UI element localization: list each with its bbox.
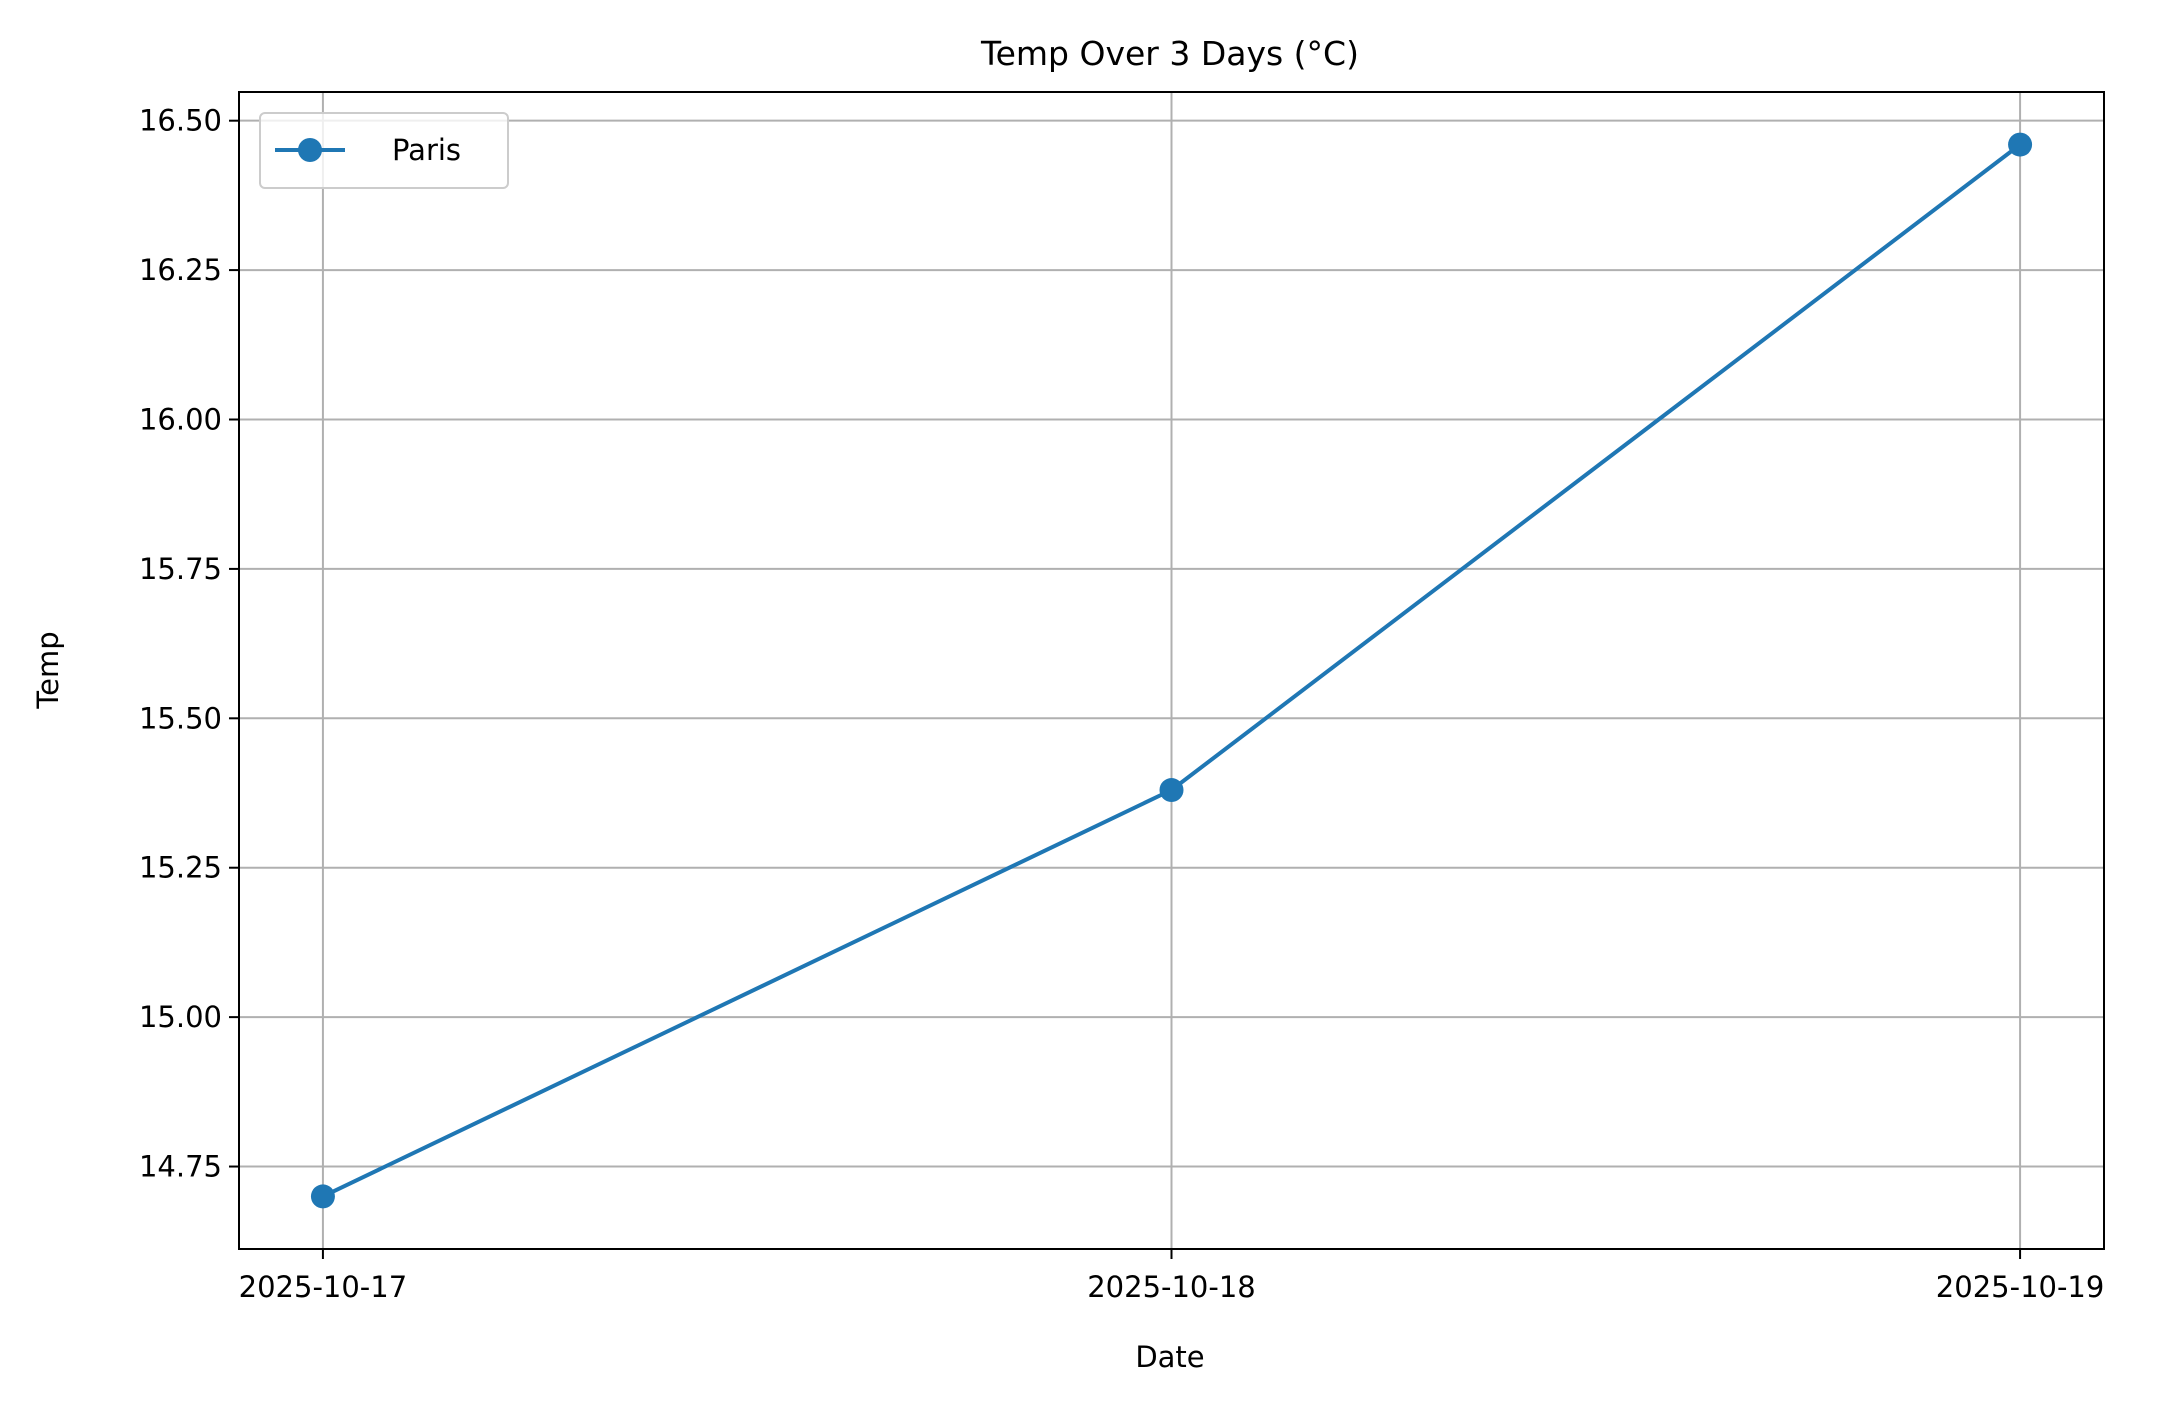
legend-marker [298,138,322,162]
y-tick-label: 16.00 [139,402,222,436]
legend-label: Paris [392,133,461,167]
legend-box [259,112,509,189]
grid [239,92,2104,1249]
x-axis: 2025-10-17 2025-10-18 2025-10-19 [239,1249,2105,1304]
y-tick-label: 16.50 [139,104,222,138]
x-tick-label: 2025-10-17 [239,1270,408,1304]
y-tick-label: 15.75 [139,552,222,586]
y-tick-label: 15.00 [139,1000,222,1034]
data-point [310,1184,335,1209]
y-axis-label: Temp [31,631,65,709]
y-axis: 14.75 15.00 15.25 15.50 15.75 16.00 16.25 16.50 [139,104,239,1184]
data-point [2008,132,2033,157]
y-tick-label: 16.25 [139,253,222,287]
y-tick-label: 15.50 [139,701,222,735]
chart-title: Temp Over 3 Days (°C) [980,34,1359,73]
legend: Paris [259,112,509,189]
x-tick-label: 2025-10-19 [1936,1270,2105,1304]
series-layer [310,132,2033,1209]
x-tick-label: 2025-10-18 [1087,1270,1256,1304]
y-tick-label: 14.75 [139,1150,222,1184]
data-point [1159,778,1184,803]
y-tick-label: 15.25 [139,851,222,885]
x-axis-label: Date [1135,1340,1204,1374]
